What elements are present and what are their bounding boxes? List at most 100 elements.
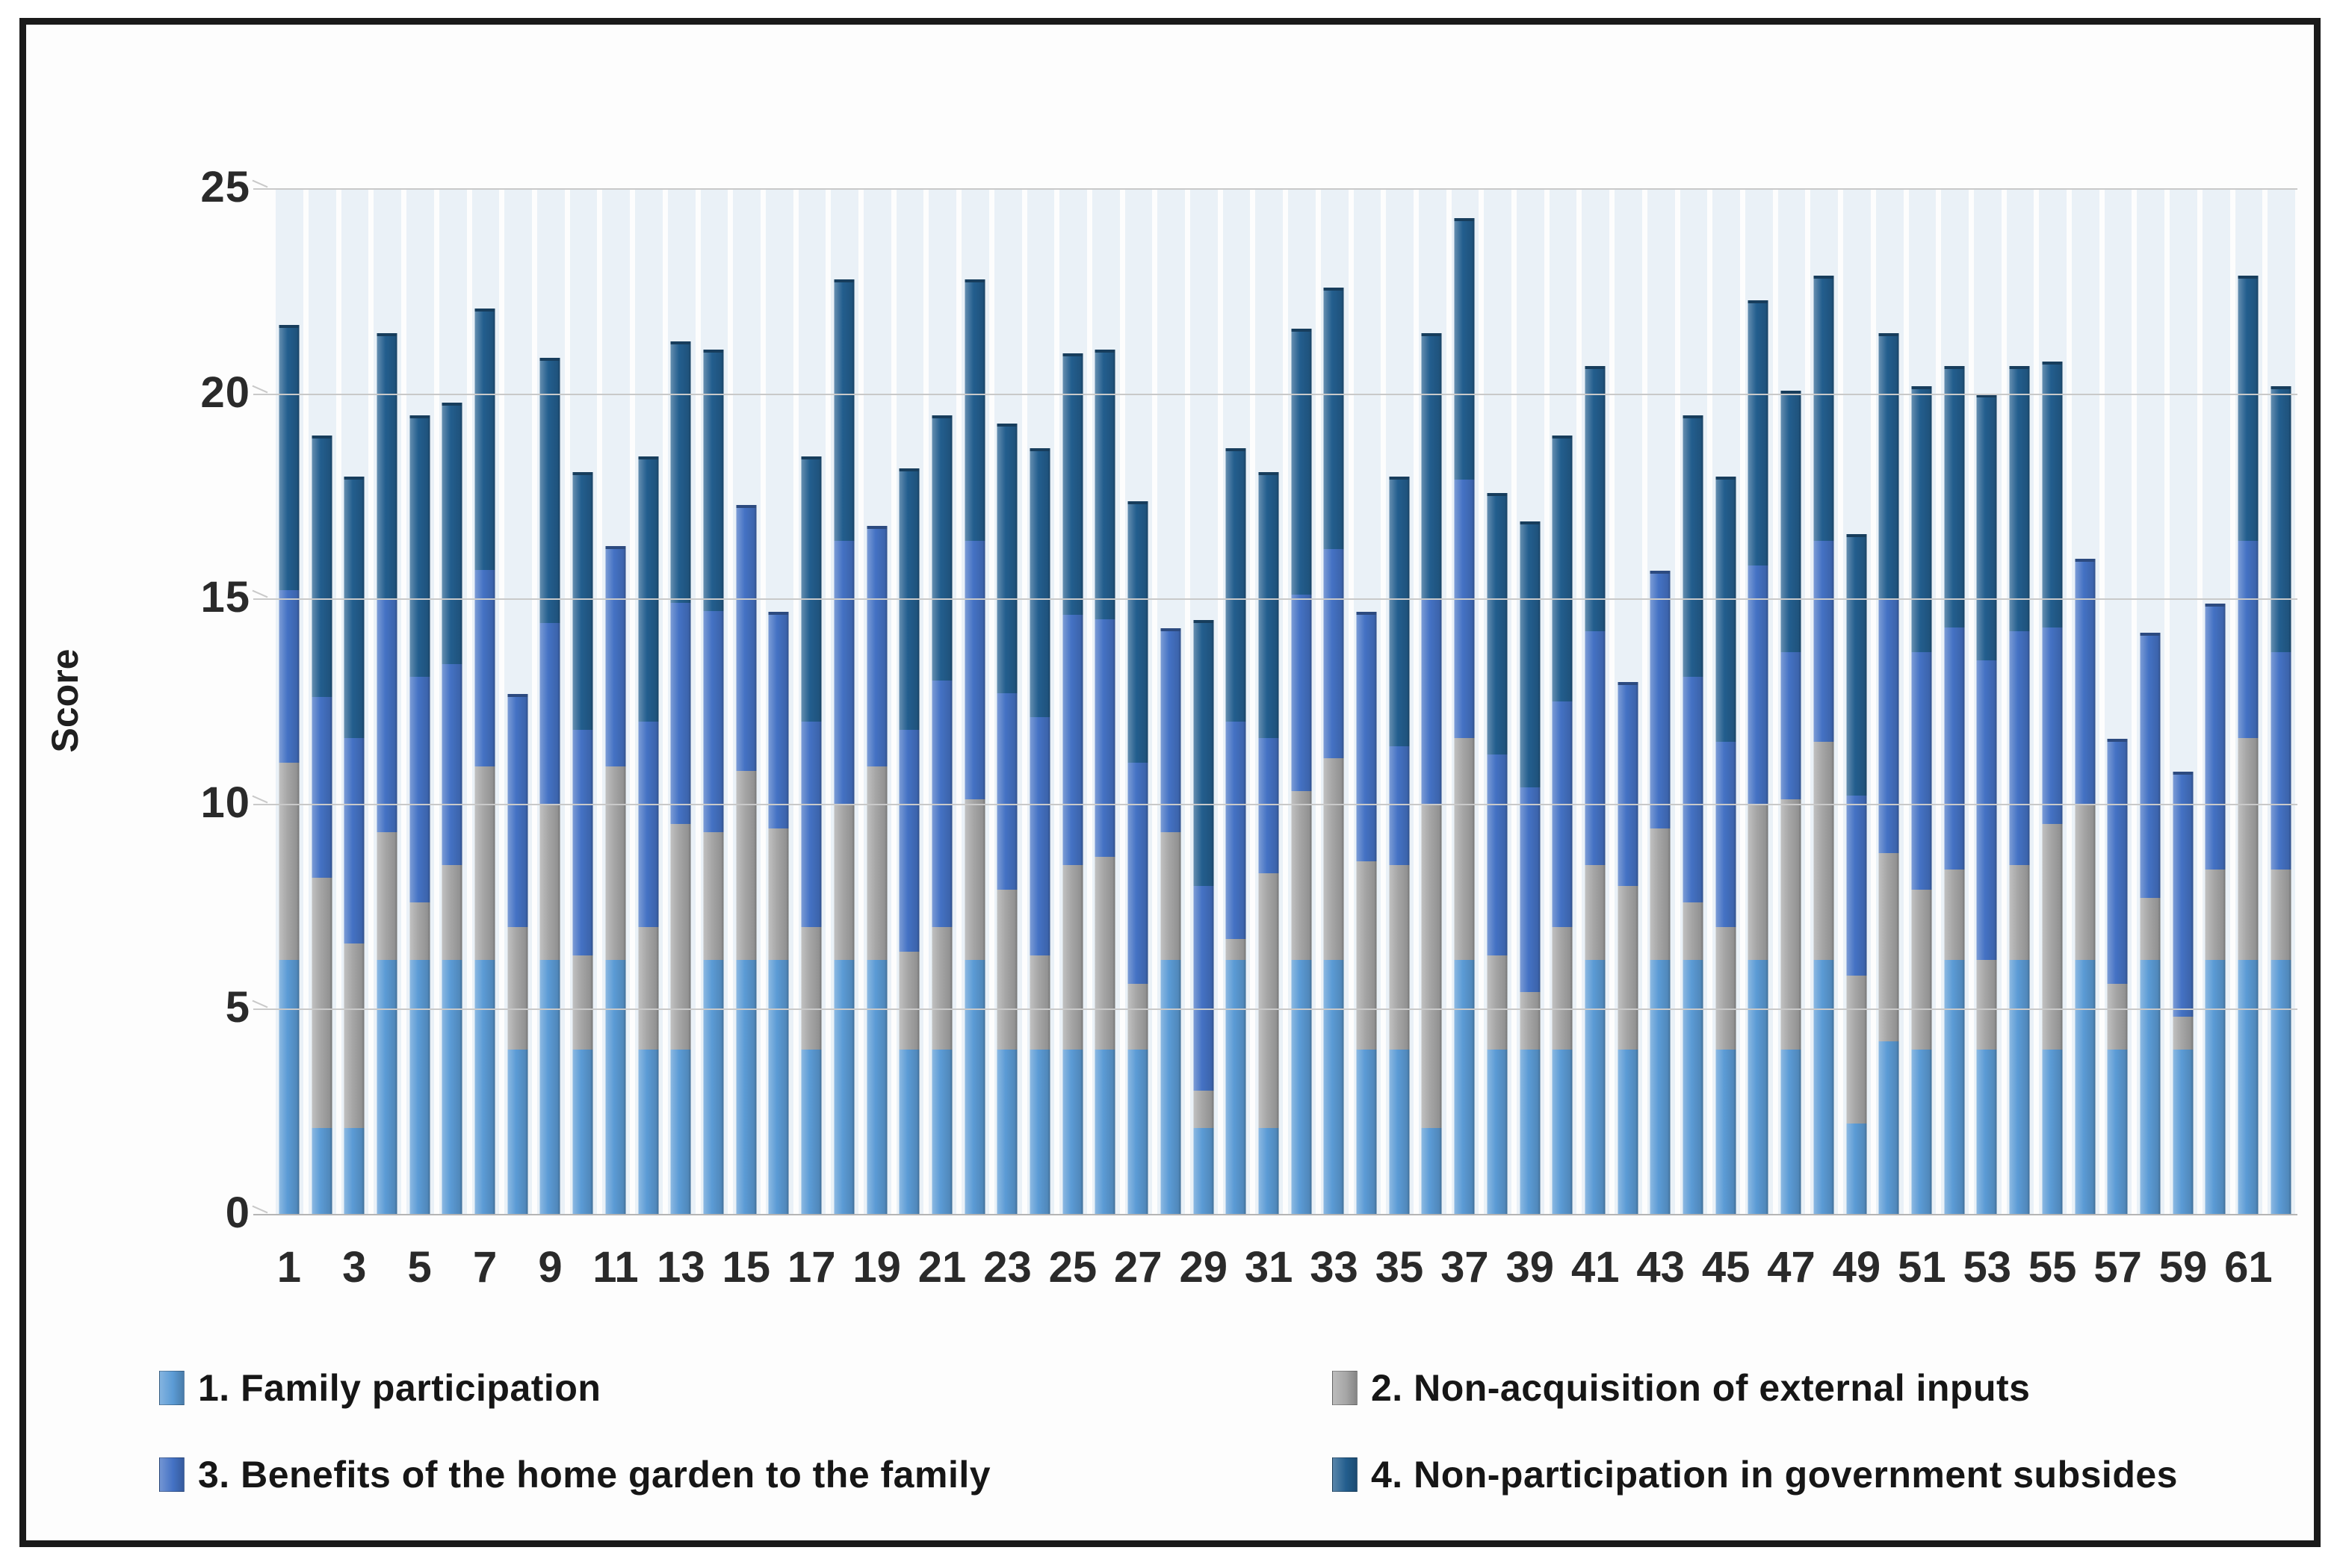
segment-series-4: [1813, 275, 1834, 542]
bar-slot: [1024, 188, 1056, 1214]
axis-tick: [252, 589, 268, 598]
segment-series-1: [279, 959, 300, 1214]
y-tick-label: 5: [225, 983, 250, 1032]
segment-series-2: [2140, 898, 2161, 960]
bar-slot: [763, 188, 796, 1214]
bar-slot: [1579, 188, 1612, 1214]
bar-slot: [2134, 188, 2167, 1214]
legend-label: 1. Family participation: [198, 1367, 601, 1409]
bar-slot: [1807, 188, 1840, 1214]
bar-slot: [861, 188, 894, 1214]
stacked-bar-50: [1878, 332, 1899, 1214]
stacked-bar-15: [736, 505, 757, 1214]
segment-series-4: [1552, 436, 1573, 701]
segment-series-2: [1585, 865, 1606, 960]
bar-slot: [1252, 188, 1285, 1214]
segment-series-4: [1062, 353, 1083, 616]
bar-slot: [338, 188, 371, 1214]
segment-series-1: [344, 1127, 365, 1214]
x-tick-label: 55: [2028, 1243, 2077, 1292]
stacked-bar-49: [1846, 533, 1867, 1214]
stacked-bar-5: [409, 415, 430, 1214]
segment-series-2: [1846, 976, 1867, 1124]
segment-series-4: [539, 357, 560, 624]
bar-slot: [371, 188, 403, 1214]
segment-series-2: [1487, 955, 1508, 1050]
segment-series-3: [1846, 795, 1867, 976]
segment-series-1: [1911, 1050, 1932, 1214]
segment-series-4: [801, 456, 822, 722]
segment-series-2: [736, 770, 757, 960]
gridline-15: [252, 589, 2297, 601]
segment-series-2: [377, 832, 397, 960]
stacked-bar-43: [1650, 571, 1671, 1214]
segment-series-1: [1258, 1127, 1279, 1214]
segment-series-3: [736, 505, 757, 771]
bar-slot: [1448, 188, 1481, 1214]
segment-series-3: [703, 610, 724, 833]
segment-series-4: [2238, 275, 2259, 542]
bar-slot: [2101, 188, 2134, 1214]
stacked-bar-7: [474, 308, 495, 1214]
bar-slot: [697, 188, 730, 1214]
stacked-bar-23: [997, 423, 1018, 1214]
segment-series-2: [1225, 939, 1246, 960]
bar-slot: [273, 188, 306, 1214]
x-tick-label: 41: [1570, 1243, 1620, 1292]
legend-item-2: 2. Non-acquisition of external inputs: [1332, 1366, 2266, 1410]
stacked-bar-11: [605, 546, 626, 1214]
x-tick-label: 1: [276, 1243, 301, 1292]
segment-series-3: [1944, 627, 1965, 870]
bar-slot: [566, 188, 599, 1214]
segment-series-2: [572, 955, 593, 1050]
stacked-bar-1: [279, 324, 300, 1214]
segment-series-2: [670, 824, 691, 1050]
segment-series-3: [1976, 660, 1997, 960]
segment-series-3: [1813, 541, 1834, 743]
bar-slot: [2003, 188, 2036, 1214]
segment-series-3: [1291, 594, 1312, 792]
segment-series-4: [1030, 447, 1050, 718]
segment-series-3: [1911, 651, 1932, 890]
x-tick-label: 39: [1505, 1243, 1555, 1292]
legend-item-1: 1. Family participation: [159, 1366, 1332, 1410]
segment-series-1: [2271, 959, 2291, 1214]
bar-slot: [1514, 188, 1547, 1214]
segment-series-1: [377, 959, 397, 1214]
stacked-bar-22: [965, 279, 985, 1214]
stacked-bar-14: [703, 349, 724, 1214]
bar-slot: [1677, 188, 1709, 1214]
segment-series-3: [1520, 787, 1541, 993]
segment-series-2: [312, 877, 332, 1128]
segment-series-2: [801, 926, 822, 1050]
segment-series-4: [1193, 620, 1214, 886]
segment-series-4: [1323, 288, 1344, 550]
stacked-bar-18: [834, 279, 855, 1214]
stacked-bar-26: [1095, 349, 1115, 1214]
segment-series-2: [1780, 799, 1801, 1050]
axis-tick: [252, 1205, 268, 1214]
segment-series-4: [344, 476, 365, 738]
segment-series-3: [1095, 619, 1115, 858]
bar-slot: [534, 188, 567, 1214]
stacked-bar-42: [1618, 681, 1638, 1214]
segment-series-4: [1225, 447, 1246, 722]
x-tick-label: 11: [592, 1243, 639, 1292]
segment-series-3: [1618, 681, 1638, 886]
segment-series-4: [1095, 349, 1115, 619]
stacked-bar-39: [1520, 521, 1541, 1214]
segment-series-2: [2107, 984, 2128, 1050]
plot-area: [252, 179, 2297, 1215]
stacked-bar-21: [932, 415, 953, 1214]
stacked-bar-53: [1976, 394, 1997, 1214]
segment-series-1: [1650, 959, 1671, 1214]
segment-series-1: [801, 1050, 822, 1214]
stacked-bar-35: [1389, 476, 1410, 1214]
segment-series-3: [638, 721, 659, 927]
segment-series-3: [1683, 676, 1703, 902]
bar-slot: [2167, 188, 2200, 1214]
segment-series-1: [1487, 1050, 1508, 1214]
bar-slot: [1774, 188, 1807, 1214]
stacked-bar-46: [1748, 300, 1768, 1214]
bar-slot: [828, 188, 861, 1214]
